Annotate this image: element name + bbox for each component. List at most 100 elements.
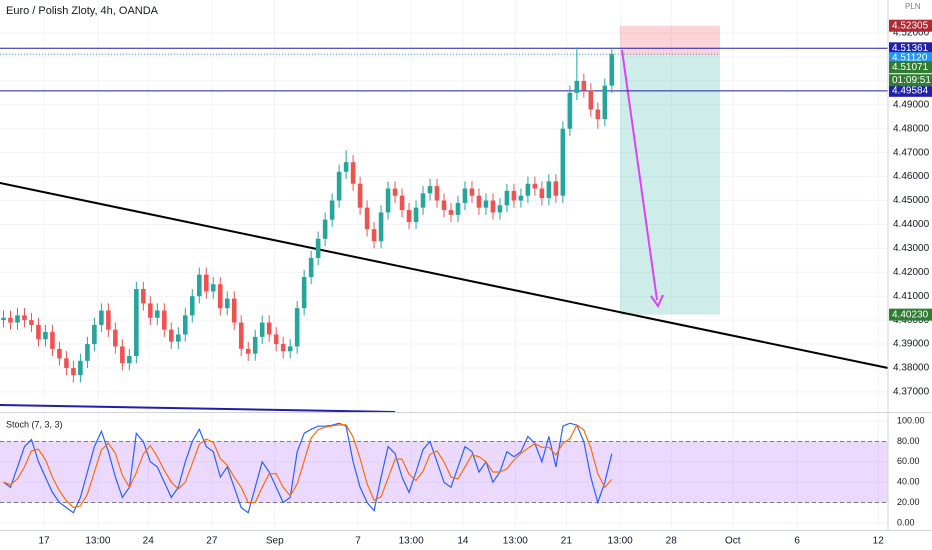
candle-body — [483, 200, 489, 208]
candle-body — [203, 274, 209, 292]
stoch-line — [3, 422, 613, 514]
candle-body — [245, 348, 251, 354]
candle-body — [162, 310, 167, 330]
y-tick-label: 4.44000 — [893, 219, 930, 230]
x-tick-label: 12 — [873, 536, 885, 547]
target-label-bg — [889, 308, 932, 321]
x-tick-label: 7 — [355, 536, 361, 547]
candle-body — [238, 322, 244, 349]
candle-body — [343, 162, 349, 172]
stop-label-bg — [889, 19, 932, 32]
candle-body — [50, 332, 55, 349]
countdown: 01:09:51 — [892, 75, 931, 86]
y-tick-label: 40.00 — [897, 477, 920, 487]
candle-body — [525, 183, 531, 196]
candle-body — [455, 202, 461, 215]
candle-body — [427, 186, 433, 194]
candle-body — [259, 322, 265, 337]
candle-body — [113, 329, 118, 347]
x-tick-label: 24 — [143, 536, 155, 547]
candle-body — [385, 188, 391, 213]
arrow-head — [650, 294, 664, 309]
candle-body — [301, 277, 307, 309]
y-tick-label: 4.46000 — [893, 171, 930, 182]
candle-body — [315, 238, 321, 258]
candle-body — [64, 358, 69, 368]
candle-body — [588, 90, 594, 110]
countdown-bg — [889, 74, 932, 87]
entry-label-bg — [889, 61, 932, 74]
candle-body — [378, 212, 384, 242]
candle-body — [504, 190, 510, 206]
candle-body — [29, 320, 34, 325]
arrow — [621, 49, 658, 301]
y-tick-label: 4.49000 — [893, 99, 930, 110]
candle-body — [448, 210, 454, 215]
y-tick-label: 4.48000 — [893, 123, 930, 134]
candle-body — [252, 336, 258, 354]
candle-body — [71, 367, 76, 376]
candle-body — [413, 207, 419, 223]
candle-body — [308, 257, 314, 278]
candle-body — [518, 195, 524, 201]
candle-body — [357, 183, 363, 208]
candle-body — [182, 315, 188, 335]
frame — [0, 0, 932, 531]
currency: PLN — [905, 2, 921, 11]
candle-body — [15, 315, 20, 323]
candle-body — [189, 296, 195, 316]
candle-body — [609, 54, 615, 86]
candle-body — [476, 195, 482, 208]
y-tick-label: 20.00 — [897, 497, 920, 507]
candle-body — [120, 346, 125, 364]
candle-body — [1, 317, 6, 321]
candle-body — [169, 329, 174, 342]
y-tick-label: 60.00 — [897, 456, 920, 466]
y-tick-label: 4.39000 — [893, 339, 930, 350]
candle-body — [294, 308, 300, 347]
candle-body — [148, 303, 153, 318]
candle-body — [141, 289, 146, 304]
candle-body — [217, 284, 223, 309]
candle-body — [364, 207, 370, 230]
candle-body — [280, 344, 286, 352]
chart-title: Euro / Polish Zloty, 4h, OANDA — [6, 5, 159, 17]
candle-body — [560, 128, 566, 196]
candle-body — [371, 229, 377, 242]
candle-body — [434, 186, 440, 201]
stop-label: 4.52305 — [892, 20, 929, 31]
level-label: 4.49584 — [892, 85, 929, 96]
x-tick-label: 13:00 — [399, 536, 424, 547]
band — [0, 441, 888, 503]
level-label-bg — [889, 84, 932, 97]
candle-body — [8, 317, 13, 323]
candle-body — [532, 183, 538, 189]
x-tick-label: Oct — [725, 536, 741, 547]
entry-label: 4.51071 — [892, 62, 929, 73]
candle-body — [602, 85, 608, 120]
x-tick-label: 28 — [666, 536, 678, 547]
trend-line — [0, 404, 396, 413]
candle-body — [78, 360, 83, 376]
y-tick-label: 80.00 — [897, 436, 920, 446]
stoch-line — [3, 423, 613, 509]
candle-body — [574, 80, 580, 93]
candles — [1, 47, 615, 383]
drawings — [0, 49, 889, 413]
candle-body — [85, 344, 90, 361]
candle-body — [99, 310, 104, 325]
levels — [0, 47, 888, 92]
candle-body — [581, 80, 587, 91]
candle-body — [469, 188, 475, 196]
x-tick-label: 14 — [457, 536, 469, 547]
candle-body — [155, 310, 160, 318]
x-tick-label: 13:00 — [503, 536, 528, 547]
candle-body — [336, 171, 342, 201]
level-label: 4.51361 — [892, 43, 929, 54]
candle-body — [420, 193, 426, 208]
candle-body — [92, 324, 97, 345]
y-tick-label: 4.37000 — [893, 387, 930, 398]
candle-body — [441, 200, 447, 211]
